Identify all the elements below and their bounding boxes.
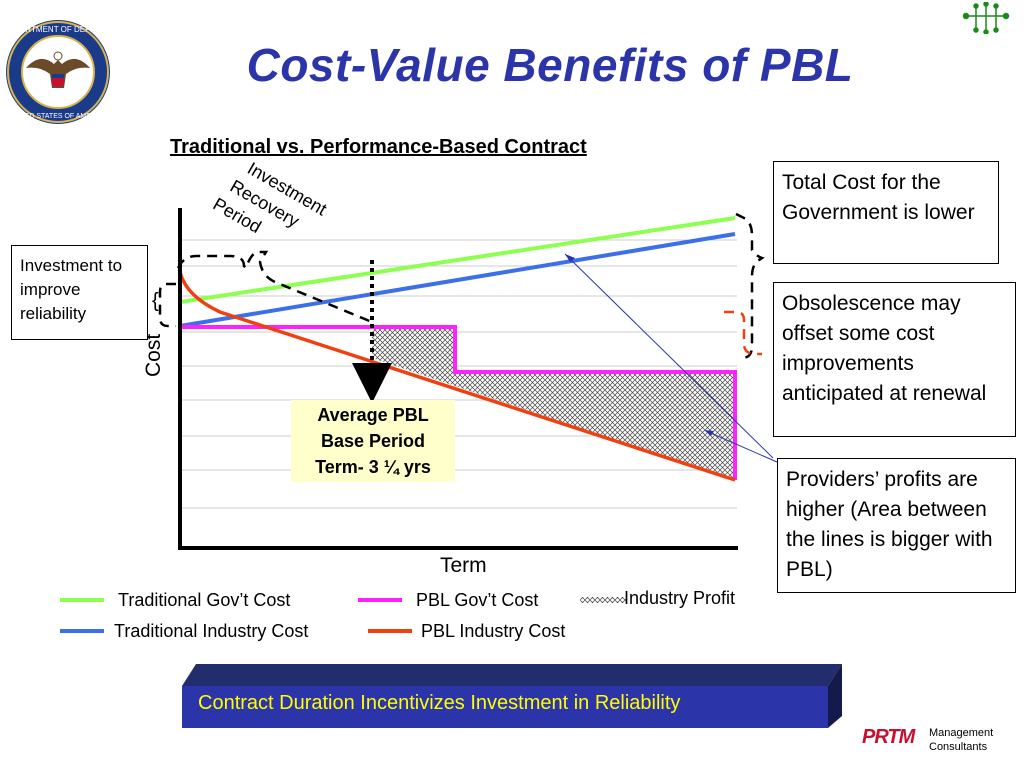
legend-swatch-industry-profit <box>580 597 626 603</box>
legend-traditional-industry: Traditional Industry Cost <box>114 621 309 641</box>
profit-pointer <box>705 430 778 463</box>
svg-text:UNITED STATES OF AMERICA: UNITED STATES OF AMERICA <box>8 113 108 120</box>
bottom-banner <box>182 664 842 728</box>
brace-glyph: { <box>152 290 159 312</box>
company-tagline: Management Consultants <box>929 726 993 754</box>
recovery-period-brace <box>176 250 373 324</box>
legend-pbl-industry: PBL Industry Cost <box>421 621 566 641</box>
obsolescence-callout: Obsolescence may offset some cost improv… <box>773 282 1016 437</box>
investment-brace <box>158 282 176 328</box>
investment-callout: Investment to improve reliability <box>11 245 148 340</box>
average-term-line-3: Term- 3 ¼ yrs <box>315 457 431 477</box>
average-term-line-1: Average PBL <box>317 405 429 425</box>
banner-text: Contract Duration Incentivizes Investmen… <box>198 692 681 714</box>
pbl-gov-cost-line <box>180 325 737 480</box>
industry-profit-area <box>372 327 735 480</box>
x-axis-label: Term <box>440 554 487 577</box>
grid-lines <box>180 239 737 509</box>
total-cost-brace <box>735 212 765 360</box>
network-icon <box>962 2 1010 34</box>
page-title: Cost-Value Benefits of PBL <box>246 39 854 91</box>
chart-subtitle: Traditional vs. Performance-Based Contra… <box>170 136 587 158</box>
seal-text: DEPARTMENT OF DEFENSE <box>4 25 112 34</box>
obsolescence-brace <box>724 310 762 356</box>
prtm-logo: PRTM <box>862 726 915 748</box>
company-line-2: Consultants <box>929 741 988 753</box>
traditional-gov-cost-line <box>179 216 736 304</box>
total-cost-pointer <box>564 253 774 459</box>
legend-industry-profit: Industry Profit <box>624 588 736 608</box>
legend-traditional-gov: Traditional Gov’t Cost <box>118 590 291 610</box>
providers-profit-callout: Providers’ profits are higher (Area betw… <box>777 458 1016 593</box>
average-term-box: Average PBL Base Period Term- 3 ¼ yrs <box>291 400 455 482</box>
average-term-line-2: Base Period <box>320 431 426 451</box>
dod-seal-logo: DEPARTMENT OF DEFENSE UNITED STATES OF A… <box>4 20 112 124</box>
total-cost-callout: Total Cost for the Government is lower <box>773 161 999 264</box>
legend-pbl-gov: PBL Gov’t Cost <box>416 590 539 610</box>
traditional-industry-cost-line <box>179 232 736 328</box>
company-line-1: Management <box>929 727 994 739</box>
